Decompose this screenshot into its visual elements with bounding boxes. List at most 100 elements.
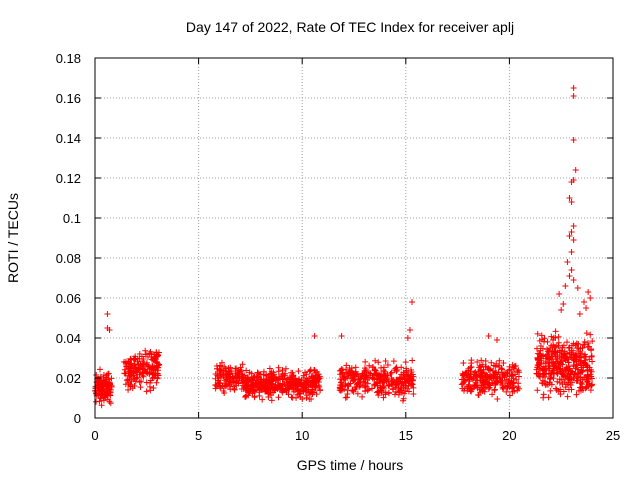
data-point (369, 375, 376, 382)
data-point (490, 368, 497, 375)
data-point (410, 373, 417, 380)
data-point (407, 366, 414, 373)
data-point (95, 377, 102, 384)
data-point (128, 369, 135, 376)
data-point (380, 377, 387, 384)
data-point (397, 388, 404, 395)
y-tick-label: 0.16 (56, 91, 81, 106)
data-point (404, 335, 411, 341)
y-tick-label: 0.08 (56, 251, 81, 266)
data-point (576, 311, 583, 317)
data-point (570, 93, 577, 99)
data-point (337, 371, 344, 378)
data-point (212, 385, 219, 392)
data-point (382, 358, 389, 365)
data-point (121, 366, 128, 373)
data-points (92, 85, 596, 409)
data-point (557, 391, 564, 398)
data-point (574, 373, 581, 380)
data-point (406, 378, 413, 385)
data-point (583, 384, 590, 391)
data-point (572, 369, 579, 376)
data-point (255, 370, 262, 377)
data-point (248, 370, 255, 377)
data-point (555, 333, 562, 340)
data-point (263, 387, 270, 394)
data-point (265, 378, 272, 385)
data-point (136, 364, 143, 371)
data-point (581, 351, 588, 358)
data-point (468, 360, 475, 367)
data-point (514, 368, 521, 375)
data-point (560, 353, 567, 360)
data-point (537, 373, 544, 380)
data-point (311, 333, 318, 339)
data-point (107, 400, 114, 407)
data-point (506, 366, 513, 373)
data-point (577, 379, 584, 386)
data-point (403, 365, 410, 372)
data-point (139, 366, 146, 373)
data-point (213, 362, 220, 369)
data-point (406, 327, 413, 333)
data-point (554, 378, 561, 385)
data-point (259, 396, 266, 403)
data-point (542, 366, 549, 373)
data-point (296, 387, 303, 394)
data-point (235, 380, 242, 387)
data-point (366, 369, 373, 376)
data-point (245, 374, 252, 381)
data-point (565, 344, 572, 351)
data-point (359, 393, 366, 400)
chart-title: Day 147 of 2022, Rate Of TEC Index for r… (186, 19, 514, 35)
data-point (552, 334, 559, 341)
data-point (539, 336, 546, 343)
data-point (286, 385, 293, 392)
data-point (306, 396, 313, 403)
data-point (509, 372, 516, 379)
data-point (476, 377, 483, 384)
data-point (557, 366, 564, 373)
data-point (558, 348, 565, 354)
data-point (460, 360, 467, 366)
data-point (560, 301, 567, 307)
data-point (143, 369, 150, 376)
data-point (144, 370, 151, 377)
data-point (297, 393, 304, 400)
data-point (381, 364, 388, 371)
data-point (565, 359, 572, 366)
data-point (232, 365, 239, 372)
data-point (583, 330, 590, 337)
data-point (386, 382, 393, 389)
plot-frame (94, 57, 614, 419)
data-point (142, 347, 149, 354)
data-point (317, 386, 324, 393)
data-point (488, 359, 495, 366)
data-point (225, 368, 232, 375)
data-point (570, 223, 577, 229)
grid (95, 58, 613, 418)
data-point (284, 377, 291, 384)
data-point (255, 378, 262, 385)
data-point (221, 389, 228, 396)
data-point (589, 338, 596, 345)
data-point (350, 388, 357, 395)
data-point (587, 295, 594, 301)
data-point (534, 355, 541, 362)
data-point (366, 362, 373, 369)
data-point (566, 195, 573, 201)
data-point (372, 367, 379, 374)
data-point (254, 369, 261, 376)
data-point (508, 371, 515, 378)
data-point (362, 383, 369, 390)
data-point (373, 379, 380, 386)
data-point (249, 383, 256, 390)
data-point (466, 378, 473, 385)
data-point (294, 380, 301, 387)
data-point (351, 376, 358, 383)
data-point (260, 368, 267, 375)
data-point (144, 353, 151, 360)
data-point (154, 360, 161, 367)
data-point (134, 369, 141, 376)
